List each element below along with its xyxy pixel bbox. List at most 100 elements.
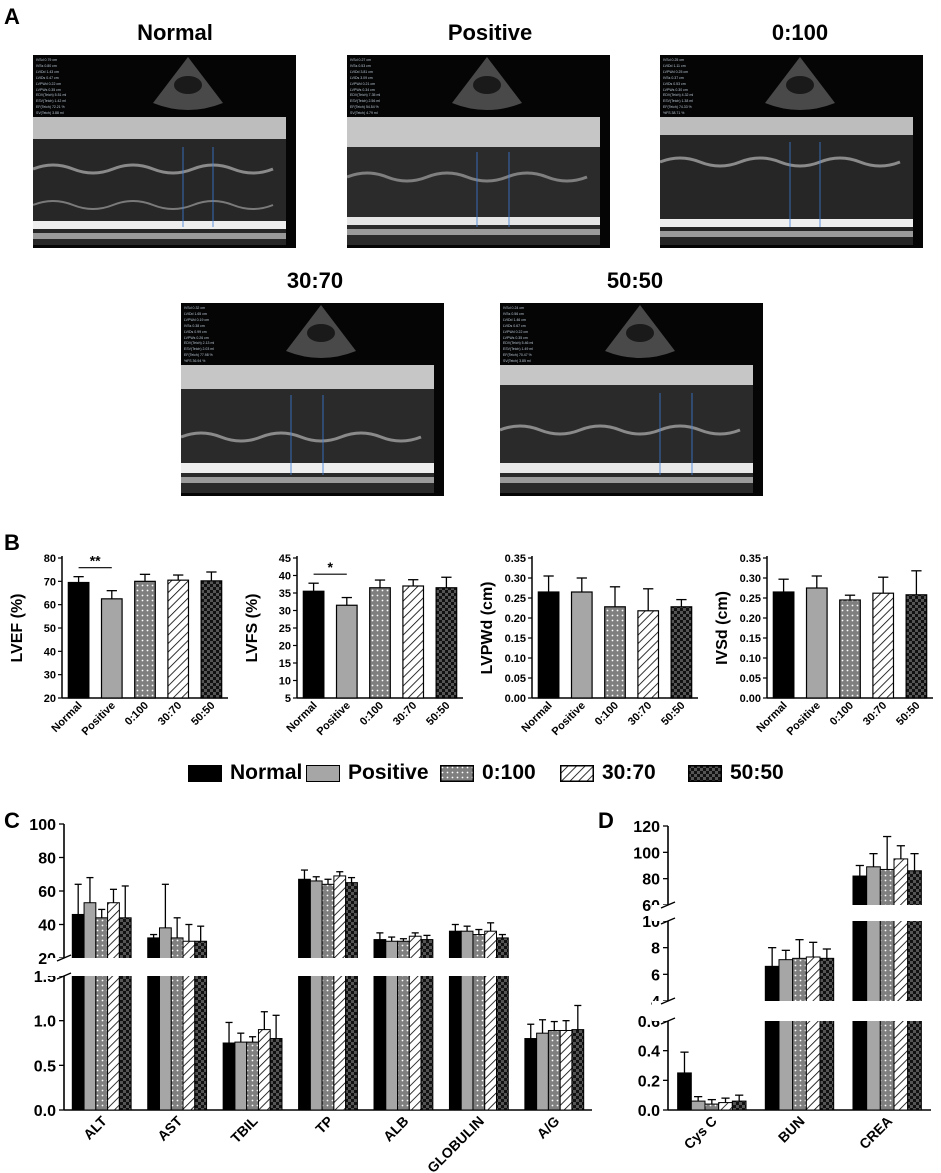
y-tick-label: 0.10 bbox=[740, 653, 761, 665]
bar bbox=[718, 1102, 733, 1111]
y-tick-label: 100 bbox=[633, 845, 660, 862]
legend-swatch bbox=[560, 765, 594, 782]
bar bbox=[604, 606, 626, 699]
y-axis-label: LVFS (%) bbox=[244, 593, 261, 662]
bar bbox=[704, 1103, 720, 1111]
y-tick-label: 0.30 bbox=[505, 573, 526, 585]
y-tick-label: 30 bbox=[44, 670, 56, 682]
bar bbox=[309, 880, 323, 1111]
bar bbox=[246, 1041, 259, 1111]
y-tick-label: 0.10 bbox=[505, 653, 526, 665]
y-tick-label: 0.25 bbox=[505, 593, 526, 605]
y-tick-label: 80 bbox=[38, 851, 56, 868]
y-tick-label: 30 bbox=[279, 606, 291, 618]
y-tick-label: 10 bbox=[279, 676, 291, 688]
y-tick-label: 0.25 bbox=[740, 593, 761, 605]
y-tick-label: 1.0 bbox=[34, 1014, 56, 1031]
y-tick-label: 0.4 bbox=[638, 1044, 660, 1061]
axis-break-gap bbox=[652, 1001, 933, 1021]
panel-letter-b: B bbox=[4, 530, 20, 555]
bar bbox=[134, 580, 156, 699]
x-tick-label: 50:50 bbox=[424, 700, 452, 728]
echo-title-normal: Normal bbox=[137, 20, 213, 45]
bar bbox=[402, 585, 425, 699]
axis-break-mark bbox=[56, 972, 72, 980]
axis-break-mark bbox=[660, 901, 676, 909]
y-tick-label: 60 bbox=[38, 884, 56, 901]
x-tick-label: A/G bbox=[533, 1113, 562, 1142]
bar bbox=[107, 902, 120, 1111]
y-tick-label: 60 bbox=[44, 600, 56, 612]
axis-break-mark bbox=[660, 1017, 676, 1025]
x-tick-label: AST bbox=[154, 1112, 185, 1143]
y-axis-label: LVEF (%) bbox=[9, 593, 26, 662]
mmode-strip bbox=[500, 365, 753, 493]
mmode-strip bbox=[33, 117, 286, 245]
bar bbox=[167, 579, 190, 699]
legend: Normal Positive 0:100 30:70 50:50 bbox=[188, 760, 808, 790]
y-tick-label: 0.05 bbox=[505, 673, 526, 685]
y-tick-label: 6 bbox=[651, 967, 660, 984]
y-tick-label: 45 bbox=[279, 553, 291, 565]
x-tick-label: 0:100 bbox=[593, 700, 621, 728]
echo-image-0-100: IVSd 0.25 cm LVIDd 1.11 cm LVPWd 0.25 cm IV… bbox=[660, 55, 923, 248]
x-tick-label: 0:100 bbox=[828, 700, 856, 728]
bar bbox=[805, 587, 828, 699]
bar bbox=[690, 1100, 706, 1111]
bar bbox=[321, 883, 335, 1111]
bar bbox=[302, 590, 325, 699]
legend-swatch bbox=[188, 765, 222, 782]
echo-image-30-70: IVSd 0.32 cm LVIDd 1.65 cm LVPWd 0.19 cm IV… bbox=[181, 303, 444, 496]
bar bbox=[792, 957, 807, 1111]
x-tick-label: ALB bbox=[380, 1113, 412, 1145]
y-tick-label: 40 bbox=[279, 571, 291, 583]
significance-label: * bbox=[327, 559, 333, 575]
bar bbox=[637, 610, 660, 699]
bar bbox=[71, 913, 85, 1111]
mmode-strip bbox=[660, 117, 913, 245]
significance-label: ** bbox=[90, 553, 101, 569]
y-tick-label: 0.35 bbox=[740, 553, 761, 565]
panel-letter-c: C bbox=[4, 808, 20, 833]
bar bbox=[435, 587, 458, 699]
bar bbox=[559, 1029, 573, 1111]
legend-swatch bbox=[440, 765, 474, 782]
y-tick-label: 20 bbox=[279, 641, 291, 653]
x-tick-label: Positive bbox=[315, 700, 353, 738]
bar bbox=[335, 604, 358, 699]
x-tick-label: 0:100 bbox=[358, 700, 386, 728]
y-tick-label: 100 bbox=[29, 817, 56, 834]
bar bbox=[118, 917, 132, 1111]
bar bbox=[819, 957, 835, 1111]
x-tick-label: ALT bbox=[80, 1112, 110, 1142]
x-tick-label: 0:100 bbox=[123, 700, 151, 728]
x-tick-label: 30:70 bbox=[626, 700, 654, 728]
y-tick-label: 0.2 bbox=[638, 1073, 660, 1090]
bar bbox=[839, 599, 861, 699]
x-tick-label: 30:70 bbox=[156, 700, 184, 728]
y-tick-label: 70 bbox=[44, 576, 56, 588]
y-tick-label: 0.0 bbox=[638, 1103, 660, 1120]
y-tick-label: 25 bbox=[279, 623, 291, 635]
legend-label: 50:50 bbox=[730, 761, 784, 784]
bmode-fan bbox=[605, 305, 675, 358]
bar bbox=[905, 594, 928, 699]
x-tick-label: Positive bbox=[550, 700, 588, 738]
bmode-fan bbox=[286, 305, 356, 358]
axis-break-gap bbox=[652, 905, 933, 921]
y-axis-label: IVSd (cm) bbox=[714, 591, 731, 665]
bar bbox=[571, 1029, 585, 1111]
x-tick-label: 50:50 bbox=[894, 700, 922, 728]
bar bbox=[670, 606, 693, 699]
mmode-strip bbox=[347, 117, 600, 245]
chart-lvpwd: 0.00 0.05 0.10 0.15 0.20 0.25 0.30 0.35 LVPWd (c… bbox=[479, 553, 698, 738]
axis-break-mark bbox=[660, 997, 676, 1005]
y-tick-label: 5 bbox=[285, 693, 291, 705]
x-tick-label: Positive bbox=[785, 700, 823, 738]
bar bbox=[200, 580, 223, 699]
bmode-fan bbox=[765, 57, 835, 110]
y-tick-label: 0.5 bbox=[34, 1058, 56, 1075]
x-tick-label: Cys C bbox=[681, 1113, 720, 1152]
